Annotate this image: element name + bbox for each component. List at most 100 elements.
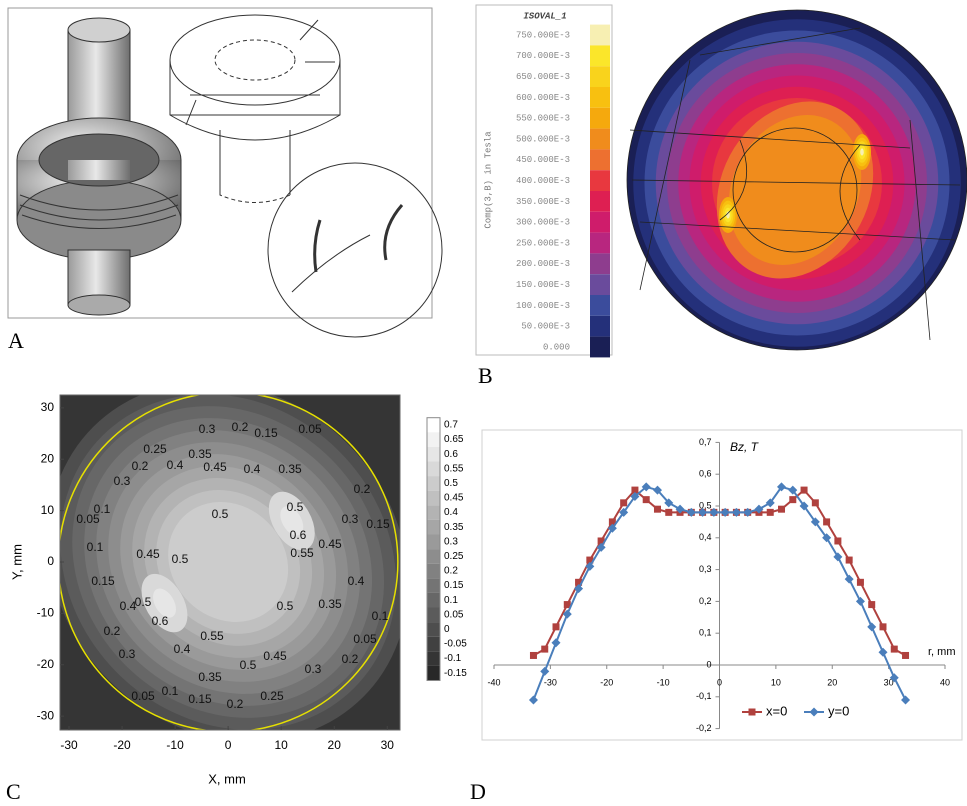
contour-label: 0.3 [305,662,322,676]
colorbar-tick-label: -0.15 [444,668,467,679]
contour-label: 0.3 [199,422,216,436]
colorbar-tick-label: 0.65 [444,434,464,445]
colorbar-tick-label: -0.1 [444,653,462,664]
contour-label: 0.05 [131,689,155,703]
contour-label: 0.25 [143,442,167,456]
colorbar-tick-label: 0.3 [444,536,458,547]
colorbar-tick-label: 0.5 [444,478,458,489]
contour-label: 0.4 [174,642,191,656]
marker [834,537,841,544]
figure: ISOVAL_1 Comp(3,B) in Tesla X, mm Y, mm … [0,0,967,806]
x-tick-label: 20 [328,738,342,752]
x-tick-label: 10 [771,677,781,687]
contour-label: 0.1 [162,684,179,698]
contour-label: 0.4 [120,599,137,613]
contour-label: 0.1 [372,609,389,623]
contour-label: 0.6 [290,528,307,542]
field-level [860,148,864,155]
colorbar-tick-label: 0.45 [444,493,464,504]
marker [767,509,774,516]
x-tick-label: 30 [381,738,395,752]
colorbar-tick-label: 50.000E-3 [521,322,570,332]
contour-label: 0.45 [203,460,227,474]
colorbar-swatch [590,170,610,191]
colorbar-swatch [590,25,610,46]
colorbar-tick-label: 650.000E-3 [516,72,570,82]
contour-label: 0.1 [87,540,104,554]
y-tick-label: -0,2 [696,723,712,733]
colorbar-tick-label: 0.4 [444,507,458,518]
y-tick-label: 0 [706,659,711,669]
colorbar-swatch [590,212,610,233]
colorbar-tick-label: 0.15 [444,580,464,591]
colorbar-swatch [427,520,440,535]
marker [823,518,830,525]
contour-label: 0.5 [277,599,294,613]
colorbar-swatch [427,564,440,579]
x-tick-label: -30 [60,738,78,752]
contour-label: 0.4 [244,462,261,476]
marker [541,646,548,653]
colorbar-swatch [427,418,440,433]
marker [857,579,864,586]
x-tick-label: 40 [940,677,950,687]
colorbar-swatch [427,593,440,608]
colorbar-tick-label: 400.000E-3 [516,176,570,186]
contour-label: 0.45 [318,537,342,551]
y-tick-label: 30 [41,400,55,414]
y-tick-label: 0,1 [699,628,712,638]
y-tick-label: 0,3 [699,564,712,574]
contour-label: 0.2 [132,459,149,473]
colorbar-swatch [427,432,440,447]
marker [891,646,898,653]
field-map [622,8,967,358]
contour-label: 0.15 [254,426,278,440]
colorbar-tick-label: 0.25 [444,551,464,562]
contour-label: 0.15 [91,574,115,588]
colorbar-tick-label: 750.000E-3 [516,30,570,40]
contour-label: 0.3 [119,647,136,661]
colorbar-swatch [427,608,440,623]
x-tick-label: 0 [225,738,232,752]
marker [879,623,886,630]
contour-label: 0.05 [353,632,377,646]
colorbar-swatch [590,87,610,108]
y-tick-label: -10 [37,606,55,620]
panel-label: A [8,328,24,353]
colorbar-tick-label: 0.1 [444,595,458,606]
colorbar-swatch [590,295,610,316]
colorbar-swatch [427,535,440,550]
colorbar-swatch [427,651,440,666]
colorbar-tick-label: 250.000E-3 [516,238,570,248]
colorbar-tick-label: 700.000E-3 [516,51,570,61]
y-tick-label: 0,6 [699,469,712,479]
colorbar-title: ISOVAL_1 [523,11,566,21]
panel-label: B [478,363,493,388]
colorbar-swatch [590,274,610,295]
chart-frame [482,430,962,740]
colorbar-swatch [590,149,610,170]
y-tick-label: 0,4 [699,532,712,542]
colorbar-tick-label: 150.000E-3 [516,280,570,290]
colorbar-swatch [590,191,610,212]
colorbar-tick-label: 0.7 [444,420,458,431]
marker [902,652,909,659]
contour-label: 0.15 [188,692,212,706]
colorbar-swatch [590,233,610,254]
contour-label: 0.1 [94,502,111,516]
colorbar-swatch [427,637,440,652]
contour-label: 0.2 [342,652,359,666]
marker [846,557,853,564]
marker [665,509,672,516]
y-axis-label: Y, mm [9,544,24,580]
contour-label: 0.35 [318,597,342,611]
contour-label: 0.4 [348,574,365,588]
marker [654,506,661,513]
marker [789,496,796,503]
colorbar-swatch [590,129,610,150]
contour-label: 0.35 [188,447,212,461]
colorbar-tick-label: 0.05 [444,609,464,620]
colorbar-tick-label: 200.000E-3 [516,259,570,269]
y-tick-label: 0,2 [699,596,712,606]
colorbar-tick-label: 600.000E-3 [516,93,570,103]
